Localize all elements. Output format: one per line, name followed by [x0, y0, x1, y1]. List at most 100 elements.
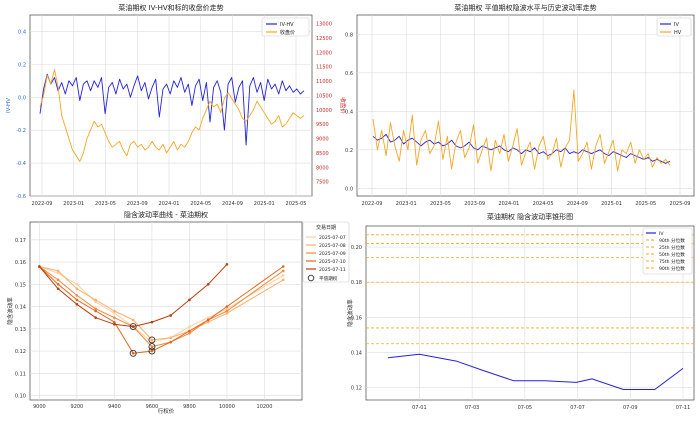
x-tick-label: 07-09 [623, 405, 638, 411]
x-tick-label: 2023-01 [63, 201, 84, 207]
y-tick-label: 0.0 [18, 95, 26, 101]
legend-label: IV [659, 231, 664, 237]
x-tick-label: 9000 [33, 404, 46, 410]
data-point [56, 269, 60, 273]
x-tick-label: 2024-01 [498, 201, 519, 207]
legend-atm-marker [307, 274, 315, 282]
x-tick-label: 2024-05 [533, 201, 554, 207]
x-tick-label: 2022-09 [32, 201, 53, 207]
data-point [150, 320, 154, 324]
chart-title: 菜油期权 隐含波动率锥形图 [487, 212, 573, 221]
atm-marker [148, 336, 156, 344]
legend-box [642, 227, 693, 275]
y-tick-label: 0.6 [345, 71, 353, 77]
data-point [75, 294, 79, 297]
x-tick-label: 2024-09 [567, 201, 588, 207]
x-tick-label: 2025-05 [635, 201, 656, 207]
data-point [75, 287, 79, 291]
y2-tick-label: 7500 [316, 180, 329, 186]
y-tick-label: 0.4 [345, 109, 353, 115]
y2-tick-label: 9500 [316, 122, 329, 128]
x-tick-label: 9200 [71, 404, 84, 410]
chart-title: 菜油期权 平值期权隐波水平与历史波动率走势 [454, 3, 596, 12]
x-tick-label: 10000 [219, 404, 235, 410]
x-tick-label: 07-07 [570, 405, 585, 411]
y-axis-label: IV-HV [6, 98, 12, 113]
y2-tick-label: 9000 [316, 137, 329, 143]
data-point [56, 271, 60, 275]
data-point [38, 265, 41, 268]
data-point [225, 262, 229, 266]
y-tick-label: -0.6 [16, 194, 26, 200]
y-tick-label: 0.16 [15, 260, 26, 266]
data-point [150, 338, 154, 342]
y-tick-label: -0.2 [16, 128, 26, 134]
data-point [225, 311, 229, 315]
legend-label: IV [674, 22, 679, 28]
data-point [225, 305, 229, 308]
data-point [75, 298, 79, 302]
y-tick-label: 0.14 [15, 305, 26, 311]
x-tick-label: 2023-09 [127, 201, 148, 207]
data-point [113, 320, 116, 324]
legend-label: 25th 分位数 [659, 244, 685, 251]
plot-frame [29, 221, 303, 401]
data-point [206, 318, 210, 322]
atm-marker [148, 343, 156, 351]
legend-label: 平值期权 [319, 275, 338, 282]
data-point [225, 307, 229, 311]
y-tick-label: 0.18 [351, 280, 362, 286]
legend-label: 2025-07-09 [319, 251, 346, 257]
data-point [188, 325, 191, 328]
atm-marker [129, 323, 137, 331]
legend-label: 2025-07-08 [319, 243, 346, 249]
data-point [113, 309, 116, 313]
data-point [94, 316, 97, 319]
data-point [281, 278, 285, 282]
x-tick-label: 2023-01 [396, 201, 417, 207]
x-tick-label: 07-01 [412, 405, 427, 411]
y2-tick-label: 8500 [316, 151, 329, 157]
data-point [131, 318, 135, 322]
x-tick-label: 9800 [183, 404, 196, 410]
y-tick-label: 0.15 [15, 282, 26, 288]
series-line [39, 73, 305, 146]
x-tick-label: 2025-05 [286, 201, 307, 207]
legend-label: 2025-07-10 [319, 259, 346, 265]
x-axis-label: 行权价 [158, 407, 175, 415]
legend-label: 75th 分位数 [659, 258, 685, 265]
y-tick-label: -0.4 [16, 161, 26, 167]
legend-label: 50th 分位数 [659, 251, 685, 258]
data-point [94, 300, 97, 304]
data-point [131, 325, 135, 328]
y-tick-label: 0.20 [351, 245, 362, 251]
y-tick-label: 0.2 [18, 62, 26, 68]
plot-frame [365, 225, 695, 401]
data-point [169, 340, 172, 344]
data-point [206, 283, 210, 286]
series-line [39, 266, 284, 341]
y2-axis-label: 收盘价 [339, 97, 347, 114]
data-point [206, 316, 210, 319]
y2-tick-label: 10500 [316, 93, 332, 99]
y2-tick-label: 13000 [316, 22, 332, 28]
y-tick-label: 0.14 [351, 351, 362, 357]
y2-tick-label: 11500 [316, 65, 332, 71]
x-tick-label: 07-05 [518, 405, 533, 411]
data-point [225, 309, 229, 313]
y-tick-label: 0.0 [345, 186, 353, 192]
data-point [56, 287, 60, 291]
data-point [188, 329, 191, 333]
series-line [372, 89, 671, 172]
y2-tick-label: 12000 [316, 50, 332, 56]
data-point [75, 283, 79, 286]
chart-title: 菜油期权 IV-HV和标的收盘价走势 [118, 3, 223, 12]
x-tick-label: 2023-05 [95, 201, 116, 207]
data-point [281, 269, 285, 273]
legend-title: 交易日期 [316, 224, 336, 231]
data-point [150, 349, 154, 353]
y-tick-label: 0.12 [351, 386, 362, 392]
y2-tick-label: 10000 [316, 108, 332, 114]
chart-title: 隐含波动率曲线 - 菜油期权 [124, 210, 208, 219]
